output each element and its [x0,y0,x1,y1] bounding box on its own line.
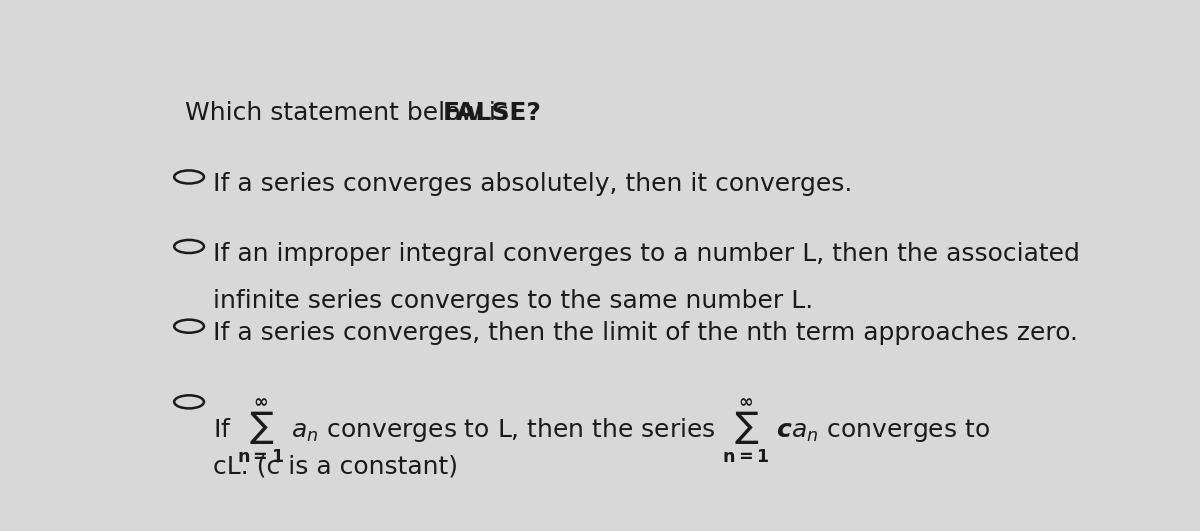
Text: cL. (c is a constant): cL. (c is a constant) [214,454,458,478]
Text: infinite series converges to the same number L.: infinite series converges to the same nu… [214,289,814,313]
Text: Which statement below is: Which statement below is [185,100,517,124]
Text: If a series converges, then the limit of the nth term approaches zero.: If a series converges, then the limit of… [214,321,1079,345]
Text: FALSE?: FALSE? [443,100,541,124]
Text: If an improper integral converges to a number L, then the associated: If an improper integral converges to a n… [214,242,1080,266]
Text: If a series converges absolutely, then it converges.: If a series converges absolutely, then i… [214,172,853,196]
Text: If $\mathbf{\sum_{n=1}^{\infty}}\ \boldsymbol{a_n}$ converges to L, then the ser: If $\mathbf{\sum_{n=1}^{\infty}}\ \bolds… [214,397,990,465]
